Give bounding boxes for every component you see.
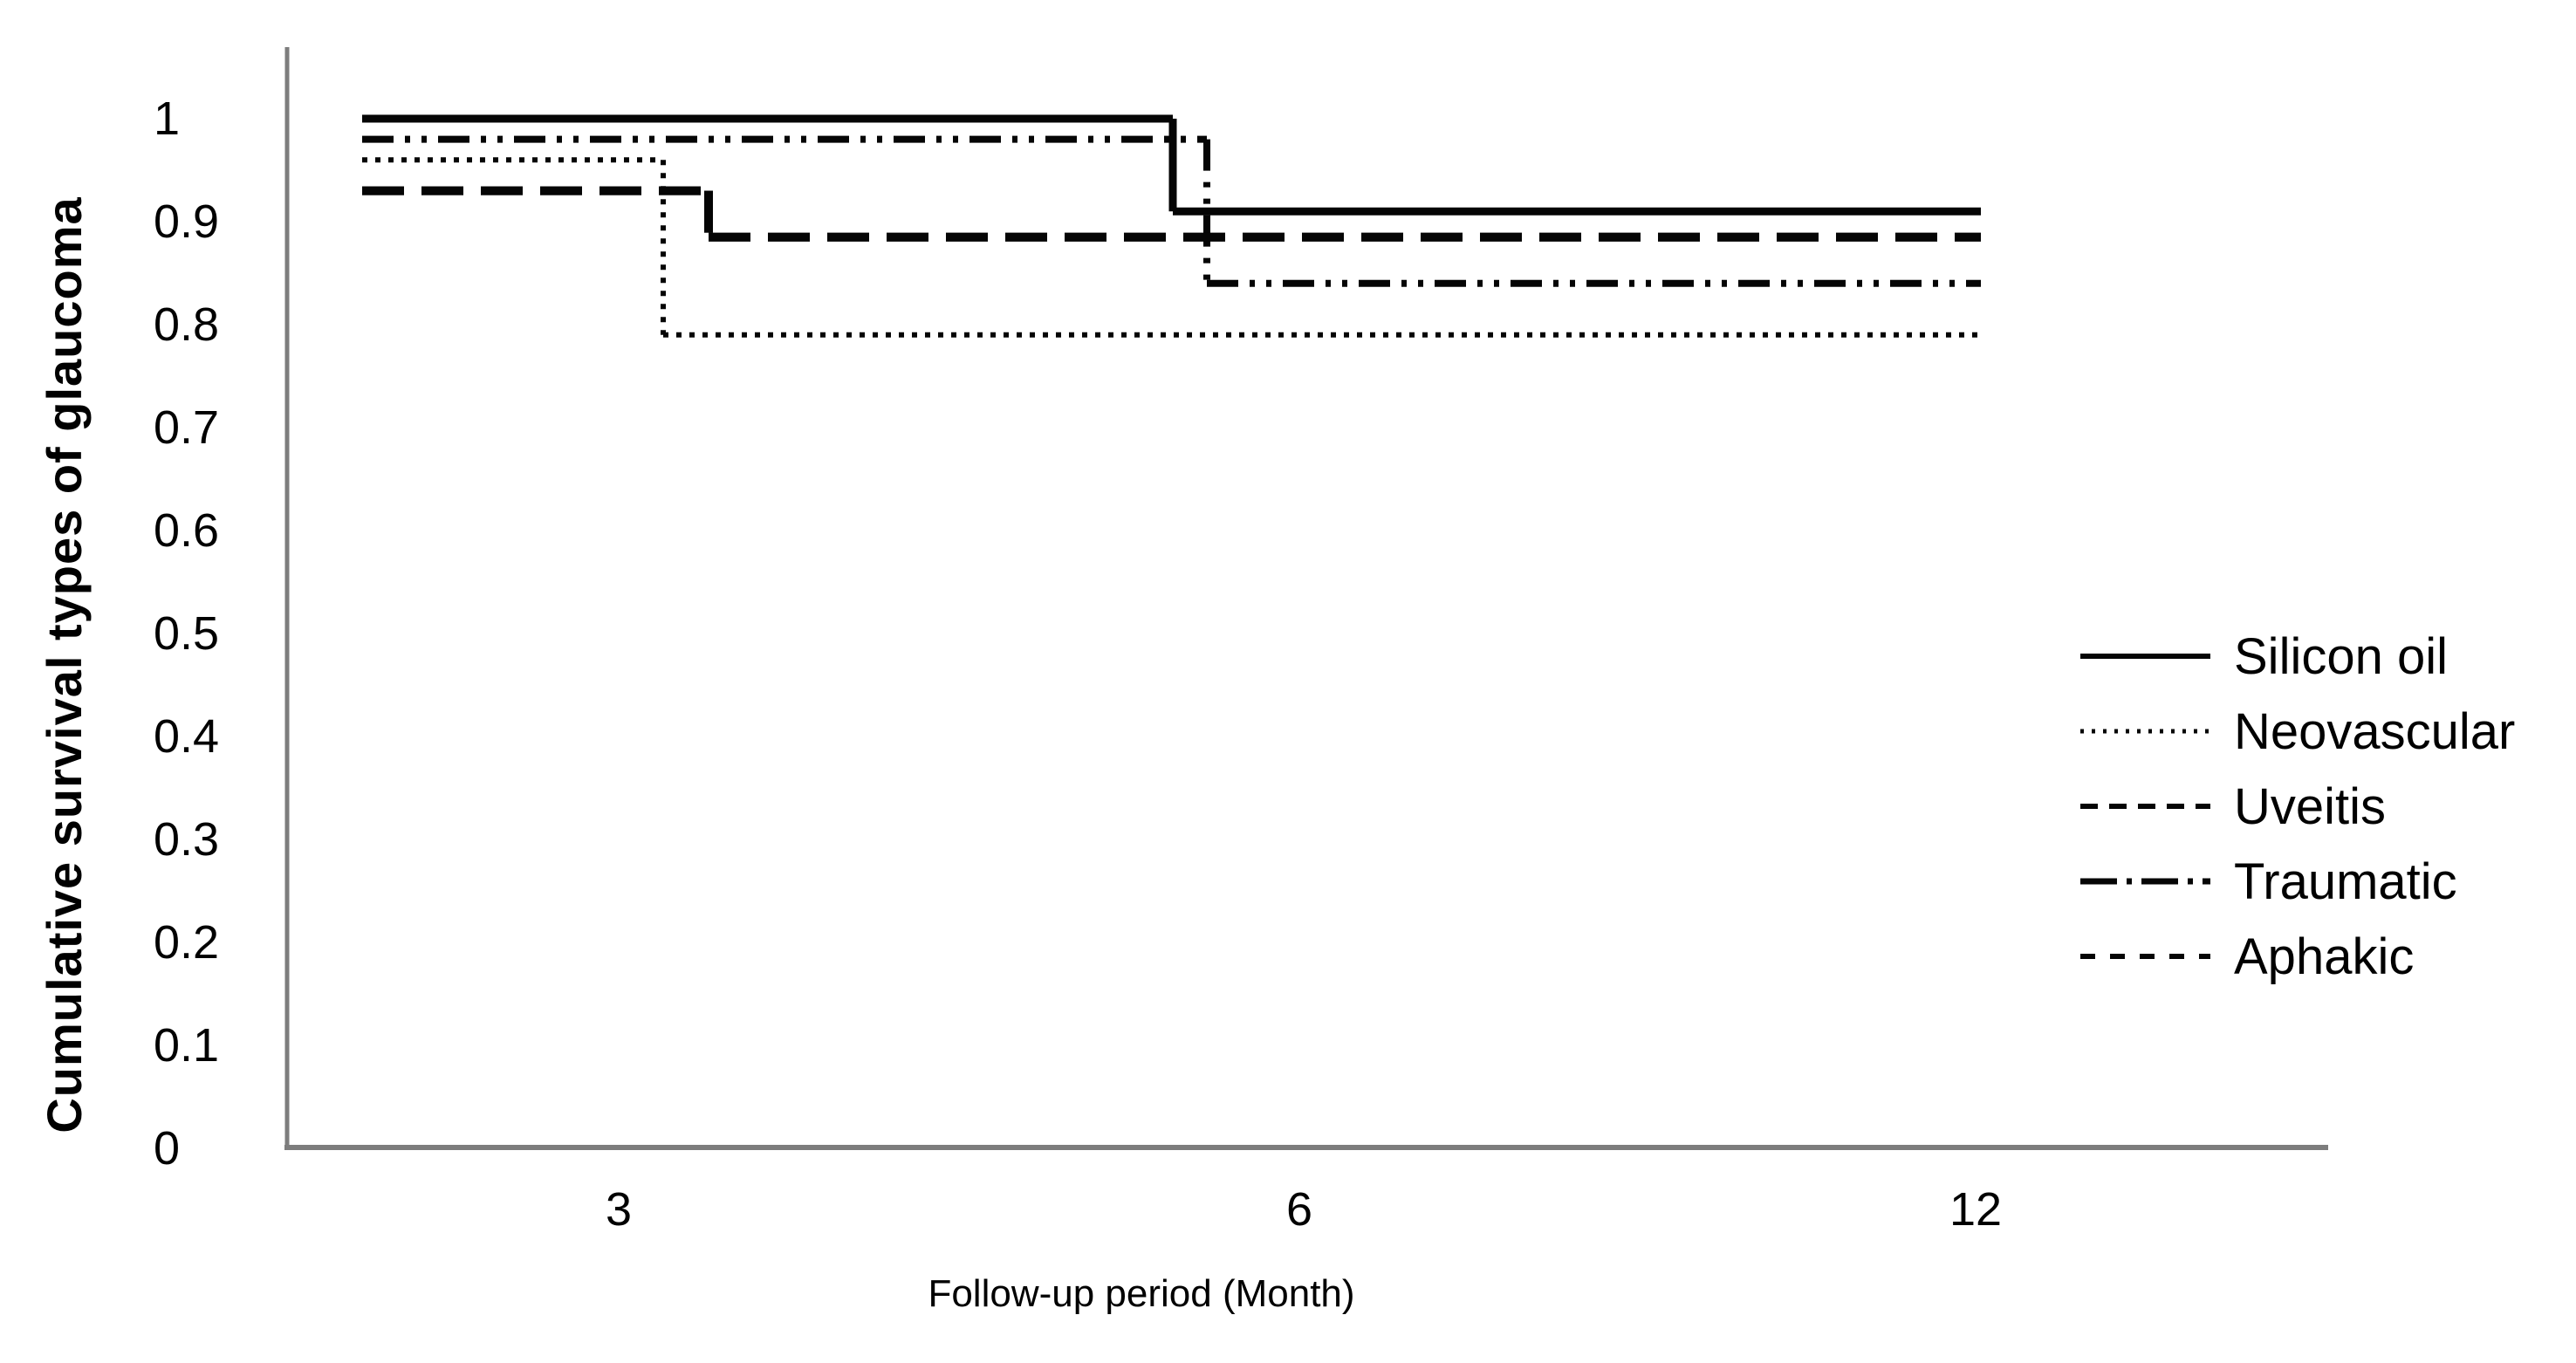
legend-item-traumatic: Traumatic xyxy=(2080,853,2457,910)
series-line-aphakic xyxy=(362,186,1981,242)
y-tick-label-0.2: 0.2 xyxy=(154,916,219,969)
legend-label-aphakic: Aphakic xyxy=(2234,928,2414,985)
legend-item-aphakic: Aphakic xyxy=(2080,928,2414,985)
y-tick-label-0.3: 0.3 xyxy=(154,813,219,866)
x-tick-label-12: 12 xyxy=(1949,1183,2002,1236)
legend-label-silicon-oil: Silicon oil xyxy=(2234,628,2448,685)
series-layer xyxy=(362,114,1981,338)
y-tick-label-0.1: 0.1 xyxy=(154,1019,219,1072)
x-tick-label-3: 3 xyxy=(606,1183,632,1236)
ticks-layer: 1 0.9 0.8 0.7 0.6 0.5 0.4 0.3 0.2 0.1 0 3 6 12 xyxy=(154,92,2002,1236)
legend-item-silicon-oil: Silicon oil xyxy=(2080,628,2448,685)
y-tick-label-0.4: 0.4 xyxy=(154,710,219,763)
x-axis-title: Follow-up period (Month) xyxy=(928,1272,1354,1315)
legend-label-traumatic: Traumatic xyxy=(2234,853,2457,910)
y-tick-label-0: 0 xyxy=(154,1122,180,1175)
y-tick-label-0.9: 0.9 xyxy=(154,195,219,248)
series-line-traumatic xyxy=(362,135,1981,287)
y-tick-label-0.8: 0.8 xyxy=(154,298,219,351)
x-tick-label-6: 6 xyxy=(1286,1183,1312,1236)
series-line-silicon-oil xyxy=(362,114,1981,216)
y-axis-title: Cumulative survival types of glaucoma xyxy=(37,196,92,1133)
y-tick-label-0.7: 0.7 xyxy=(154,401,219,454)
legend-item-uveitis: Uveitis xyxy=(2080,778,2386,835)
axes-layer xyxy=(284,47,2328,1150)
legend-label-neovascular: Neovascular xyxy=(2234,703,2515,760)
legend: Silicon oil Neovascular Uveitis Traumatic Ap… xyxy=(2080,628,2515,985)
y-tick-label-0.6: 0.6 xyxy=(154,504,219,557)
y-tick-label-1: 1 xyxy=(154,92,180,145)
y-tick-label-0.5: 0.5 xyxy=(154,607,219,660)
legend-item-neovascular: Neovascular xyxy=(2080,703,2515,760)
legend-label-uveitis: Uveitis xyxy=(2234,778,2386,835)
